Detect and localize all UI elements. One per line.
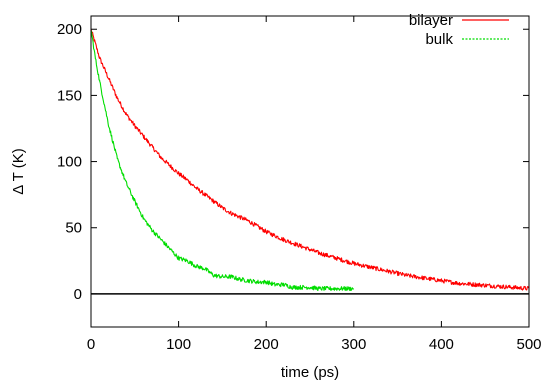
series-layer — [90, 28, 530, 292]
plot-frame — [90, 15, 530, 328]
series-line-bulk — [90, 30, 355, 292]
x-axis-label: time (ps) — [281, 364, 339, 381]
x-tick-label: 300 — [341, 336, 366, 353]
y-tick-label: 150 — [57, 87, 82, 104]
y-tick-label: 100 — [57, 154, 82, 171]
y-tick-label: 200 — [57, 21, 82, 38]
y-axis-label: Δ T (K) — [10, 148, 27, 194]
axes-layer: 0 100 200 300 400 500 0 50 100 150 200 — [57, 15, 542, 353]
x-tick-label: 100 — [166, 336, 191, 353]
x-tick-label: 500 — [516, 336, 541, 353]
legend: bilayer bulk — [409, 12, 509, 48]
y-tick-label: 0 — [74, 286, 82, 303]
legend-label-bilayer: bilayer — [409, 12, 453, 29]
x-tick-label: 200 — [254, 336, 279, 353]
x-tick-label: 0 — [87, 336, 95, 353]
x-tick-label: 400 — [429, 336, 454, 353]
series-line-bilayer — [90, 28, 530, 291]
y-tick-label: 50 — [65, 220, 82, 237]
legend-label-bulk: bulk — [425, 31, 453, 48]
